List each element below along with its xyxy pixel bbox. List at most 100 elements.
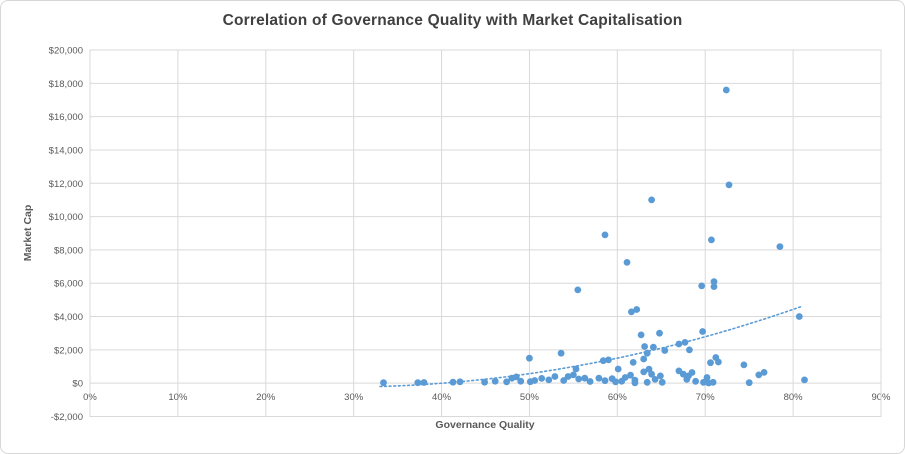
x-tick-label: 80%	[784, 392, 804, 403]
data-point	[645, 365, 653, 373]
data-point	[692, 377, 699, 385]
y-tick-label: $14,000	[49, 145, 83, 156]
data-point	[651, 376, 659, 383]
data-point	[601, 377, 609, 385]
data-point	[675, 340, 683, 348]
data-point	[710, 278, 718, 285]
data-point	[722, 86, 730, 94]
y-tick-label: $4,000	[54, 312, 83, 323]
data-point	[661, 347, 669, 354]
x-axis-title: Governance Quality	[435, 419, 535, 431]
data-point	[628, 308, 635, 316]
y-tick-label: $8,000	[54, 245, 83, 256]
data-point	[640, 368, 648, 376]
data-point	[557, 349, 565, 357]
data-point	[633, 306, 641, 313]
trendline	[379, 305, 803, 388]
data-point	[776, 243, 784, 251]
data-point	[698, 282, 706, 290]
y-tick-label: $0	[72, 379, 83, 390]
data-point	[679, 370, 687, 378]
data-point	[725, 181, 733, 189]
data-point	[612, 378, 619, 386]
data-point	[531, 377, 539, 384]
data-point	[420, 379, 428, 386]
data-point	[631, 379, 639, 387]
y-tick-label: $12,000	[49, 179, 83, 190]
data-point	[708, 236, 715, 244]
data-point	[481, 378, 488, 386]
data-point	[648, 370, 655, 378]
data-point	[657, 372, 664, 380]
data-point	[599, 357, 607, 365]
data-point	[564, 373, 572, 380]
data-point	[380, 379, 387, 387]
data-point	[760, 369, 768, 376]
data-point	[709, 378, 717, 386]
x-tick-label: 10%	[168, 392, 188, 403]
data-point	[449, 378, 457, 386]
data-point	[595, 374, 603, 382]
data-point	[640, 355, 648, 363]
data-point	[456, 378, 464, 386]
y-tick-label: $16,000	[49, 112, 83, 123]
data-point	[745, 379, 753, 387]
data-point	[574, 286, 582, 294]
data-point	[551, 373, 559, 380]
data-point	[755, 371, 763, 379]
data-point	[601, 231, 609, 239]
data-point	[526, 354, 533, 362]
y-axis-title: Market Cap	[22, 204, 34, 262]
data-point	[641, 343, 648, 350]
y-tick-label: $2,000	[54, 345, 83, 356]
data-point	[710, 283, 718, 290]
data-point	[795, 313, 803, 320]
y-tick-label: $18,000	[49, 79, 83, 90]
data-point	[581, 374, 589, 382]
data-point	[503, 378, 510, 386]
x-tick-label: 60%	[608, 392, 628, 403]
x-tick-label: 20%	[256, 392, 276, 403]
data-point	[699, 328, 706, 335]
data-point	[605, 356, 612, 364]
data-point	[623, 259, 631, 266]
plot-border	[89, 49, 882, 417]
data-point	[686, 346, 693, 354]
x-tick-label: 70%	[696, 392, 716, 403]
data-point	[627, 371, 634, 379]
data-point	[560, 377, 568, 384]
chart-title: Correlation of Governance Quality with M…	[222, 12, 683, 29]
y-tick-label: $10,000	[49, 212, 83, 223]
data-point	[648, 196, 655, 204]
x-tick-label: 50%	[520, 392, 540, 403]
y-tick-label: $6,000	[54, 279, 83, 290]
data-point	[703, 374, 711, 381]
y-tick-label: $20,000	[49, 46, 83, 57]
data-point	[629, 359, 637, 366]
data-point	[637, 331, 645, 339]
data-point	[575, 375, 583, 383]
data-point	[491, 377, 499, 385]
data-point	[688, 369, 696, 376]
data-point	[545, 376, 553, 384]
data-point	[740, 361, 748, 369]
data-point	[570, 371, 577, 379]
data-point	[643, 349, 651, 357]
data-point	[517, 377, 525, 385]
data-point	[681, 339, 689, 346]
x-tick-label: 30%	[344, 392, 364, 403]
y-tick-label: -$2,000	[51, 412, 83, 423]
data-point	[586, 378, 594, 385]
data-point	[614, 365, 622, 373]
data-point	[715, 358, 722, 366]
data-point	[643, 378, 651, 386]
data-point	[650, 343, 657, 351]
data-point	[621, 374, 629, 381]
x-tick-label: 40%	[432, 392, 452, 403]
data-point	[707, 359, 714, 367]
data-point	[512, 373, 520, 381]
data-point	[572, 365, 580, 373]
data-point	[414, 379, 422, 387]
